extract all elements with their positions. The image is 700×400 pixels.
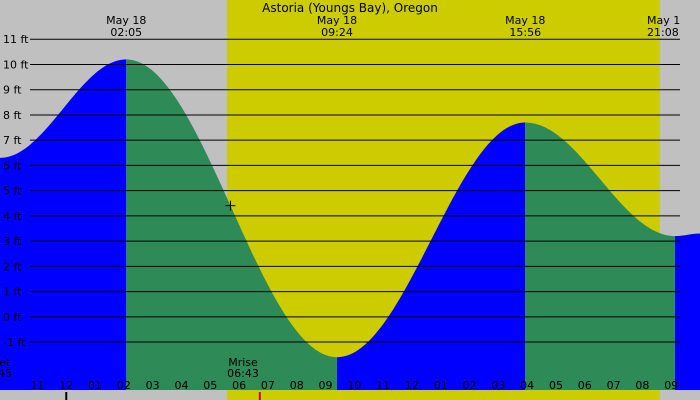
x-tick-label: 10 bbox=[347, 379, 361, 392]
y-tick-label: 2 ft bbox=[3, 260, 22, 273]
falling-tide-segment bbox=[525, 122, 676, 390]
y-tick-label: 4 ft bbox=[3, 210, 22, 223]
y-tick-label: 0 ft bbox=[3, 311, 22, 324]
y-tick-label: 8 ft bbox=[3, 109, 22, 122]
x-tick-label: 01 bbox=[434, 379, 448, 392]
x-tick-label: 04 bbox=[520, 379, 534, 392]
moonrise-time: 06:43 bbox=[227, 367, 259, 380]
x-axis-labels: 11 12 01 02 03 04 05 06 07 08 09 10 11 12 01 02 03 04 05 06… bbox=[30, 379, 678, 400]
extreme-date-label: May 18 bbox=[317, 14, 357, 27]
extreme-time-label: 15:56 bbox=[509, 26, 541, 39]
x-tick-label: 11 bbox=[30, 379, 44, 392]
x-tick-label: 07 bbox=[261, 379, 275, 392]
x-tick-label: 05 bbox=[549, 379, 563, 392]
rising-tide-segment bbox=[337, 122, 526, 390]
rising-tide-segment bbox=[0, 59, 127, 391]
extreme-date-label: May 18 bbox=[505, 14, 545, 27]
x-tick-label: 09 bbox=[664, 379, 678, 392]
extreme-date-label: May 18 bbox=[106, 14, 146, 27]
x-tick-label: 02 bbox=[463, 379, 477, 392]
x-tick-label: 01 bbox=[88, 379, 102, 392]
sunset-label: et bbox=[0, 356, 11, 369]
y-tick-label: 1 ft bbox=[3, 286, 22, 299]
x-tick-label: 07 bbox=[607, 379, 621, 392]
rising-tide-segment bbox=[675, 233, 700, 390]
x-tick-label: 03 bbox=[146, 379, 160, 392]
y-tick-label: 11 ft bbox=[3, 33, 29, 46]
x-tick-label: 06 bbox=[578, 379, 592, 392]
moonrise-label: Mrise bbox=[228, 356, 258, 369]
y-tick-label: 3 ft bbox=[3, 235, 22, 248]
x-tick-label: 02 bbox=[117, 379, 131, 392]
tide-area bbox=[0, 59, 700, 391]
falling-tide-segment bbox=[126, 59, 338, 391]
extreme-time-label: 21:08 bbox=[647, 26, 679, 39]
extreme-date-label: May 1 bbox=[647, 14, 680, 27]
y-axis-labels: -1 ft 0 ft 1 ft 2 ft 3 ft 4 ft 5 ft 6 ft 7 ft 8 f… bbox=[3, 33, 29, 349]
grid-lines bbox=[30, 38, 680, 343]
chart-title: Astoria (Youngs Bay), Oregon bbox=[262, 1, 438, 15]
x-tick-label: 09 bbox=[319, 379, 333, 392]
x-tick-label: 12 bbox=[59, 379, 73, 392]
x-tick-label: 04 bbox=[174, 379, 188, 392]
x-tick-label: 08 bbox=[290, 379, 304, 392]
x-tick-label: 06 bbox=[232, 379, 246, 392]
y-tick-label: 10 ft bbox=[3, 58, 29, 71]
x-tick-label: 11 bbox=[376, 379, 390, 392]
y-tick-label: 5 ft bbox=[3, 185, 22, 198]
y-tick-label: 9 ft bbox=[3, 84, 22, 97]
current-time-marker bbox=[225, 200, 236, 211]
y-tick-label: 6 ft bbox=[3, 159, 22, 172]
x-tick-label: 05 bbox=[203, 379, 217, 392]
y-tick-label: 7 ft bbox=[3, 134, 22, 147]
y-tick-label: -1 ft bbox=[3, 336, 26, 349]
extreme-time-label: 02:05 bbox=[110, 26, 142, 39]
extreme-time-label: 09:24 bbox=[321, 26, 353, 39]
x-tick-label: 08 bbox=[635, 379, 649, 392]
x-tick-label: 03 bbox=[491, 379, 505, 392]
sunset-time: 45 bbox=[0, 367, 12, 380]
x-tick-label: 12 bbox=[405, 379, 419, 392]
